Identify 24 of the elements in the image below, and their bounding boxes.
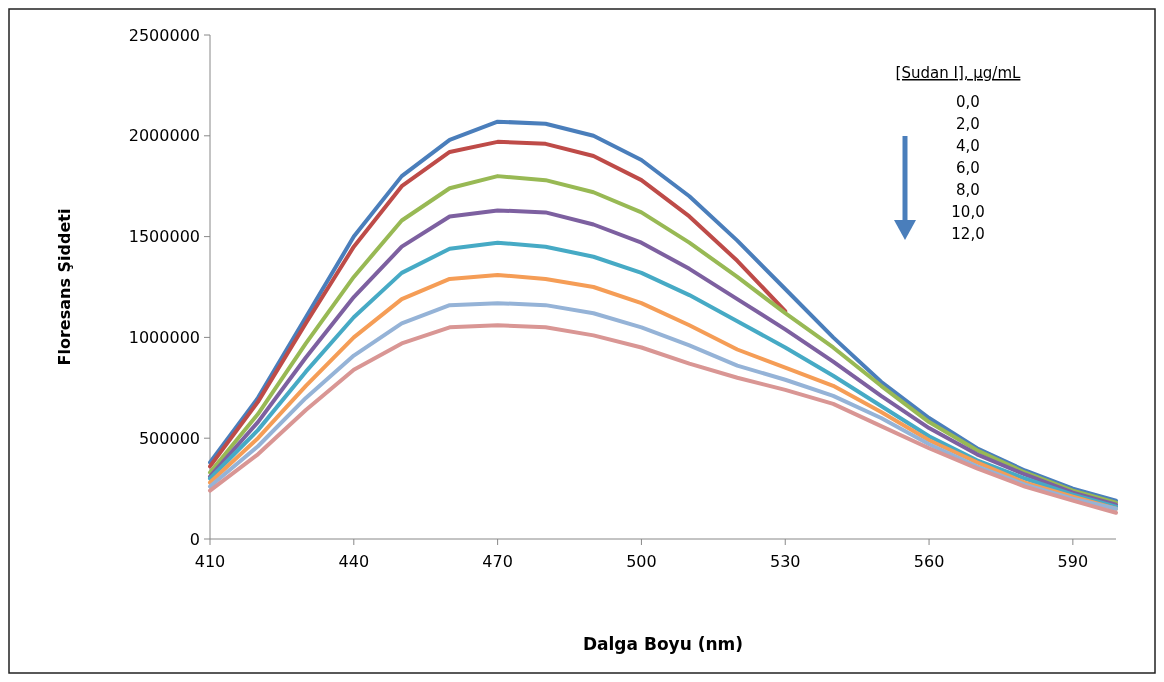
- x-tick-label: 530: [769, 552, 801, 571]
- x-tick-label: 500: [626, 552, 657, 571]
- line-series: [208, 139, 788, 469]
- y-axis-title: Floresans Şiddeti: [55, 208, 74, 366]
- annotation: 2,0: [956, 115, 980, 133]
- annotation: 10,0: [951, 203, 985, 221]
- annotation: 12,0: [951, 225, 985, 243]
- y-tick-label: 1500000: [128, 227, 200, 247]
- y-tick-label: 2000000: [128, 126, 200, 146]
- x-tick-label: 410: [194, 552, 226, 571]
- y-tick-label: 0: [189, 529, 200, 549]
- annotation: 8,0: [956, 181, 980, 199]
- x-tick-label: 560: [913, 552, 945, 571]
- x-tick-label: 470: [482, 552, 513, 571]
- legend-title: [Sudan I], µg/mL: [895, 64, 1022, 82]
- x-tick-label: 440: [338, 552, 370, 571]
- annotation: 0,0: [956, 93, 980, 111]
- y-tick-label: 1000000: [128, 328, 200, 347]
- y-tick-label: 500000: [138, 428, 200, 448]
- annotation: 4,0: [956, 137, 980, 155]
- x-tick-label: 590: [1057, 552, 1089, 571]
- annotation: 6,0: [956, 159, 980, 177]
- y-tick-label: 2500000: [128, 25, 200, 45]
- x-axis-title: Dalga Boyu (nm): [582, 634, 744, 654]
